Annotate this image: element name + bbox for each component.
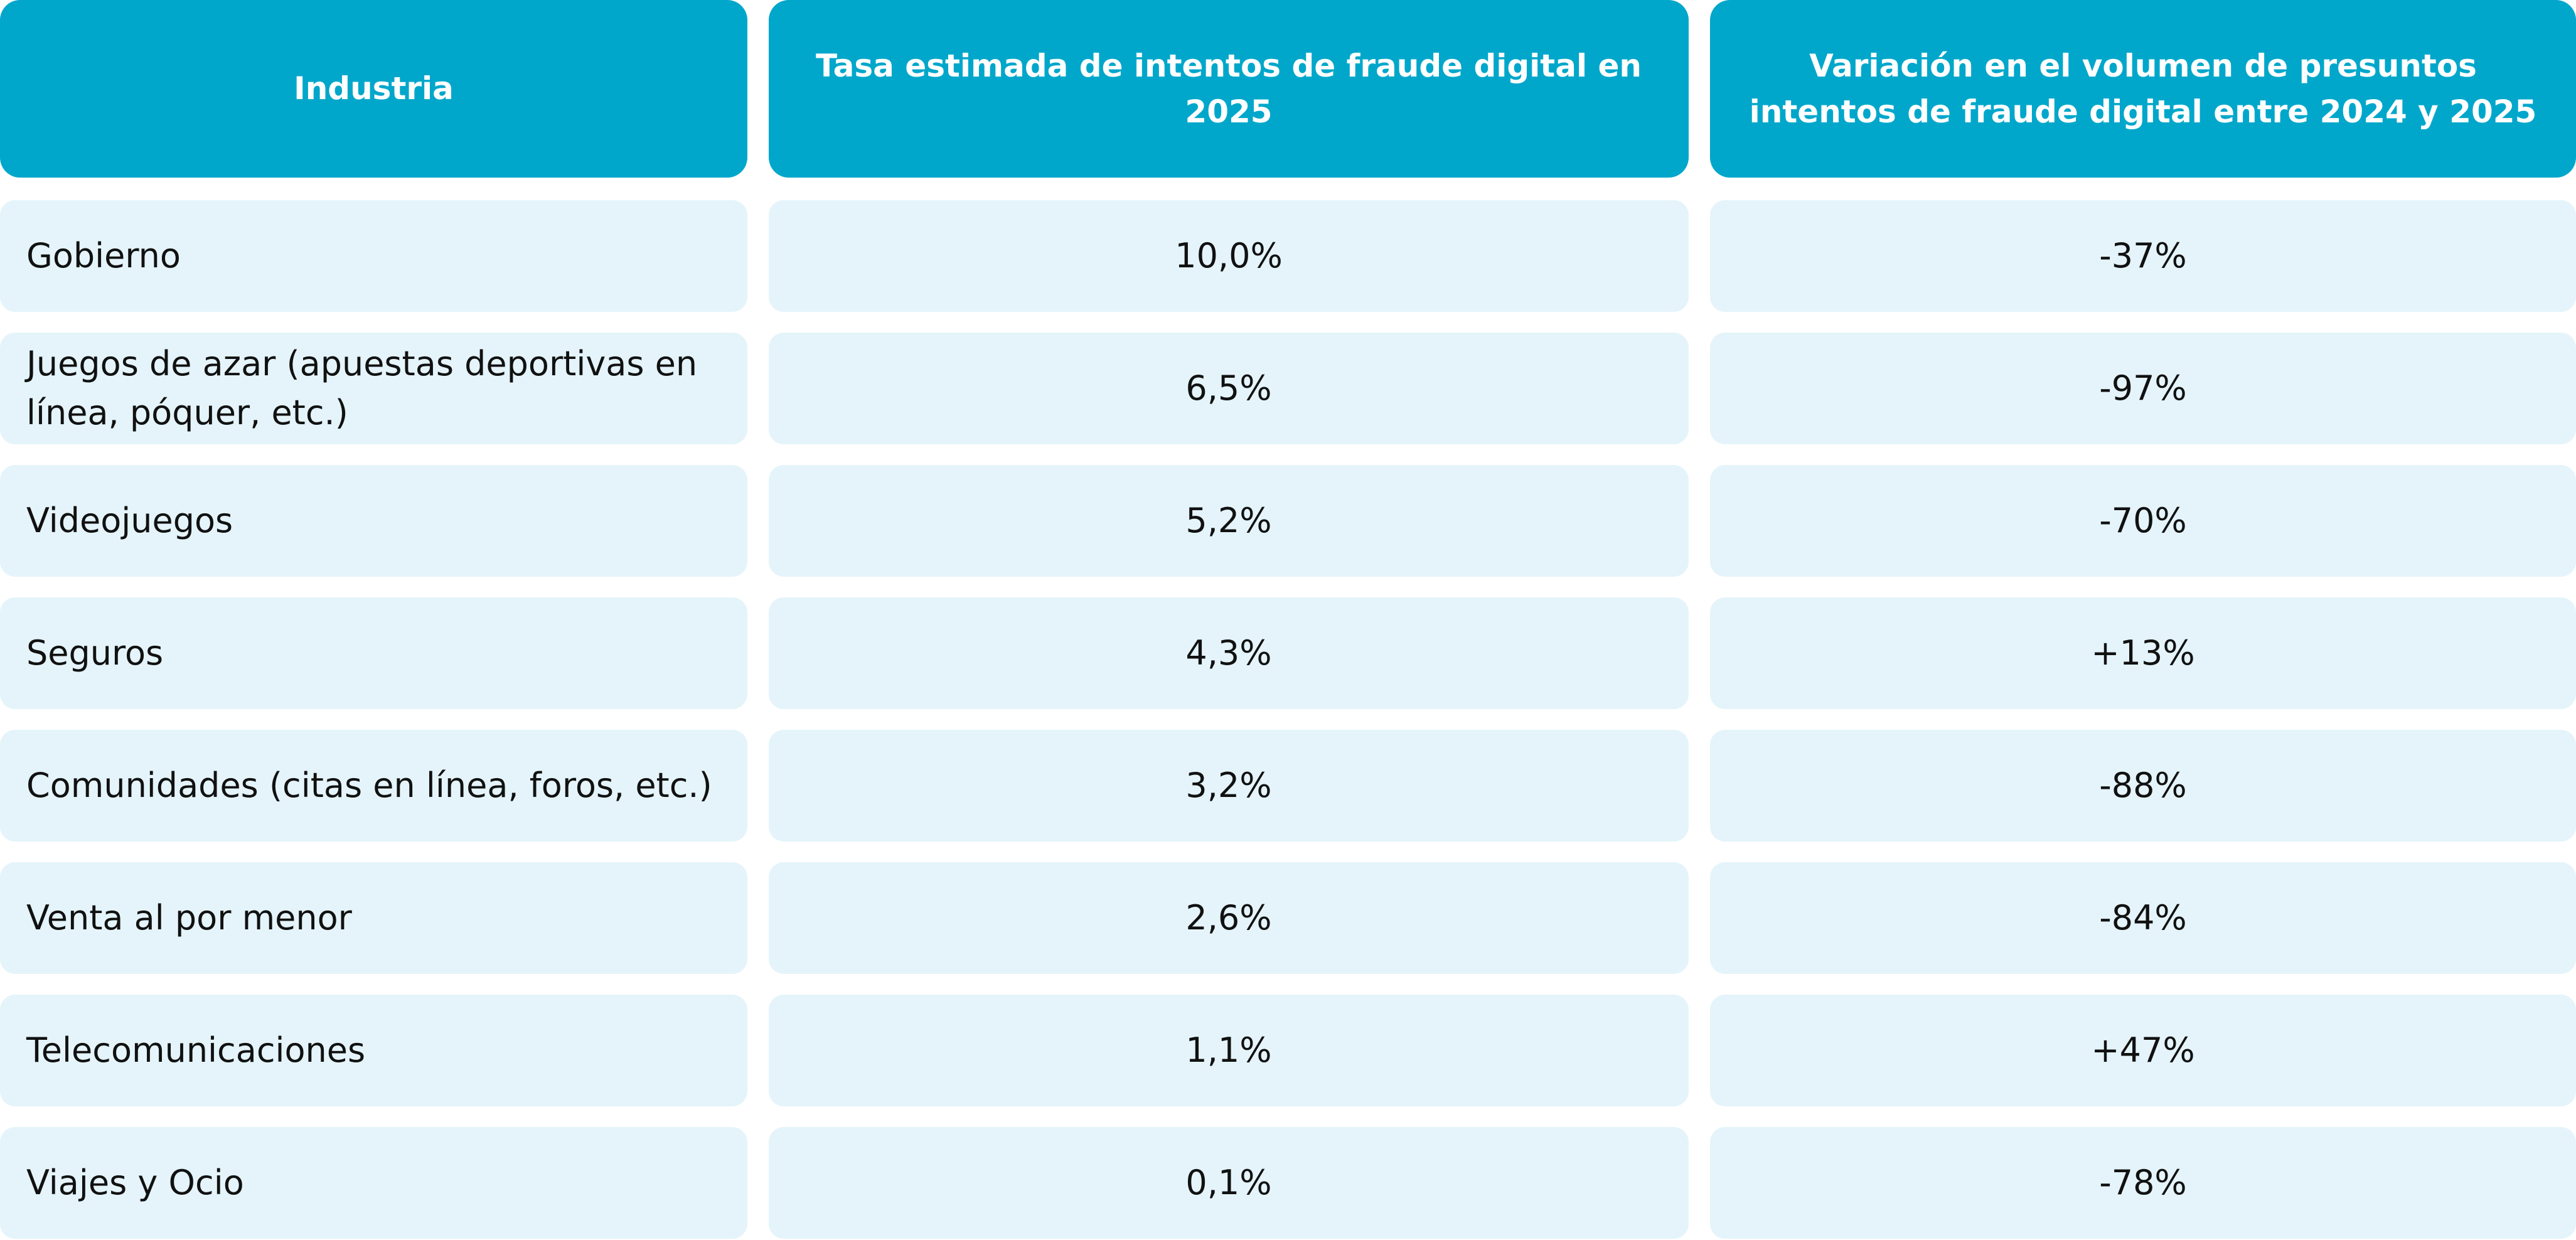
table-cell-text: Seguros <box>26 633 164 673</box>
table-cell: 2,6% <box>769 862 1689 974</box>
header-cell-text: Tasa estimada de intentos de fraude digi… <box>816 48 1642 130</box>
table-cell-text: 10,0% <box>1175 235 1283 275</box>
table-cell-text: 1,1% <box>1185 1030 1272 1070</box>
table-cell: 4,3% <box>769 597 1689 709</box>
table-cell: Gobierno <box>0 200 747 312</box>
table-cell-text: Videojuegos <box>26 500 233 540</box>
table-cell: 6,5% <box>769 333 1689 444</box>
table-cell-text: Juegos de azar (apuestas deportivas en l… <box>26 343 698 432</box>
table-cell: 1,1% <box>769 995 1689 1106</box>
table-cell-text: -97% <box>2099 368 2187 408</box>
table-cell: -78% <box>1710 1127 2576 1239</box>
table-cell-text: +13% <box>2091 633 2195 673</box>
table-cell: Telecomunicaciones <box>0 995 747 1106</box>
table-cell: -97% <box>1710 333 2576 444</box>
table-cell: -88% <box>1710 730 2576 842</box>
table-cell-text: 0,1% <box>1185 1162 1272 1202</box>
header-cell: Variación en el volumen de presuntos int… <box>1710 0 2576 178</box>
table-cell: Venta al por menor <box>0 862 747 974</box>
table-cell: +47% <box>1710 995 2576 1106</box>
table-cell: -37% <box>1710 200 2576 312</box>
header-cell: Industria <box>0 0 747 178</box>
table-cell: Juegos de azar (apuestas deportivas en l… <box>0 333 747 444</box>
table-cell: Comunidades (citas en línea, foros, etc.… <box>0 730 747 842</box>
table-cell-text: +47% <box>2091 1030 2195 1070</box>
table-cell: 3,2% <box>769 730 1689 842</box>
table-cell-text: Viajes y Ocio <box>26 1162 244 1202</box>
header-cell-text: Variación en el volumen de presuntos int… <box>1749 48 2537 130</box>
table-cell-text: -84% <box>2099 897 2187 938</box>
table-cell: Videojuegos <box>0 465 747 577</box>
table-cell: +13% <box>1710 597 2576 709</box>
header-cell-text: Industria <box>294 70 454 107</box>
table-cell: 0,1% <box>769 1127 1689 1239</box>
table-cell-text: 2,6% <box>1185 897 1272 938</box>
table-cell-text: 4,3% <box>1185 633 1272 673</box>
table-cell: Viajes y Ocio <box>0 1127 747 1239</box>
table-cell-text: -88% <box>2099 765 2187 805</box>
table-cell: -70% <box>1710 465 2576 577</box>
table-cell-text: 3,2% <box>1185 765 1272 805</box>
table-cell-text: -37% <box>2099 235 2187 275</box>
table-cell-text: Venta al por menor <box>26 897 352 938</box>
table-cell: Seguros <box>0 597 747 709</box>
table-cell-text: Gobierno <box>26 235 181 275</box>
table-cell-text: 6,5% <box>1185 368 1272 408</box>
table-cell: -84% <box>1710 862 2576 974</box>
table-cell-text: -78% <box>2099 1162 2187 1202</box>
table-cell: 10,0% <box>769 200 1689 312</box>
table-cell: 5,2% <box>769 465 1689 577</box>
header-cell: Tasa estimada de intentos de fraude digi… <box>769 0 1689 178</box>
table-cell-text: Comunidades (citas en línea, foros, etc.… <box>26 765 712 805</box>
table-cell-text: Telecomunicaciones <box>26 1030 366 1070</box>
table-cell-text: 5,2% <box>1185 500 1272 540</box>
table-cell-text: -70% <box>2099 500 2187 540</box>
